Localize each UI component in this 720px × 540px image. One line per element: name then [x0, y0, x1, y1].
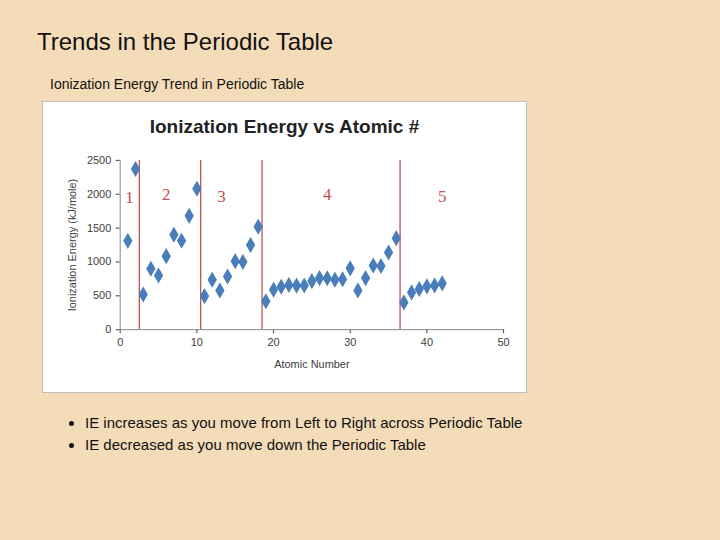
svg-text:Ionization Energy (kJ/mole): Ionization Energy (kJ/mole): [66, 179, 78, 312]
svg-text:10: 10: [191, 336, 203, 348]
svg-text:1000: 1000: [87, 255, 111, 267]
svg-text:40: 40: [421, 336, 433, 348]
svg-text:20: 20: [267, 336, 279, 348]
svg-text:4: 4: [323, 185, 332, 204]
svg-text:5: 5: [438, 187, 446, 206]
svg-text:2000: 2000: [87, 188, 111, 200]
svg-text:0: 0: [105, 323, 111, 335]
html-text:IE increases as you move from: IE increases as you move from Left to Ri…: [85, 414, 523, 431]
svg-text:2: 2: [162, 185, 170, 204]
svg-text:1: 1: [125, 188, 133, 207]
html-text:Trends in the Periodic Table: Trends in the Periodic Table: [37, 28, 334, 55]
svg-text:30: 30: [344, 336, 356, 348]
svg-text:Atomic Number: Atomic Number: [274, 358, 350, 370]
svg-text:50: 50: [497, 336, 509, 348]
svg-text:0: 0: [117, 336, 123, 348]
svg-text:3: 3: [217, 187, 225, 206]
svg-text:2500: 2500: [87, 154, 111, 166]
html-text:Ionization Energy Trend in Per: Ionization Energy Trend in Periodic Tabl…: [50, 76, 305, 92]
svg-text:500: 500: [93, 289, 111, 301]
html-text:Ionization Energy vs Atomic #: Ionization Energy vs Atomic #: [149, 116, 420, 137]
svg-text:1500: 1500: [87, 222, 111, 234]
html-text:IE decreased as you move down: IE decreased as you move down the Period…: [85, 436, 426, 453]
